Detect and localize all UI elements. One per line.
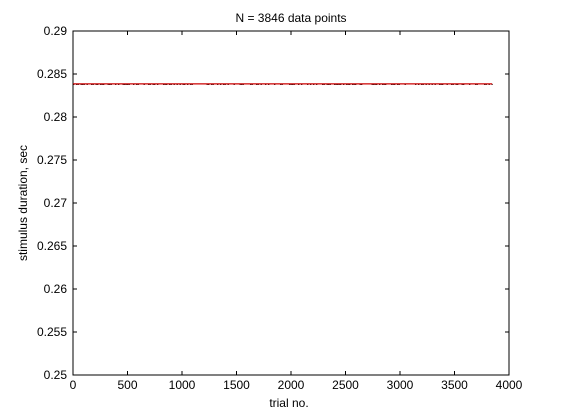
x-tick-label: 2000 <box>278 378 305 392</box>
y-tick-label: 0.29 <box>44 24 68 38</box>
x-tick-label: 3000 <box>387 378 414 392</box>
series-layer <box>73 83 493 85</box>
y-tick-label: 0.26 <box>44 282 68 296</box>
x-tick-label: 1500 <box>223 378 250 392</box>
y-tick-label: 0.28 <box>44 110 68 124</box>
x-tick-label: 3500 <box>441 378 468 392</box>
y-tick-label: 0.265 <box>37 239 67 253</box>
y-axis-label: stimulus duration, sec <box>16 145 30 261</box>
x-tick-label: 500 <box>117 378 137 392</box>
y-tick-label: 0.25 <box>44 368 68 382</box>
x-axis-ticks: 0 500 1000 1500 2000 2500 3000 3500 4000 <box>70 31 523 392</box>
plot-area <box>72 30 510 376</box>
x-axis-label: trial no. <box>269 396 308 410</box>
y-tick-label: 0.285 <box>37 67 67 81</box>
x-tick-label: 2500 <box>332 378 359 392</box>
x-tick-label: 0 <box>70 378 77 392</box>
x-tick-label: 4000 <box>496 378 523 392</box>
y-tick-label: 0.27 <box>44 196 68 210</box>
y-tick-label: 0.255 <box>37 325 67 339</box>
chart-title: N = 3846 data points <box>235 11 346 25</box>
y-tick-label: 0.275 <box>37 153 67 167</box>
y-axis-ticks: 0.25 0.255 0.26 0.265 0.27 0.275 0.28 0.285 0.29 <box>37 24 509 382</box>
x-tick-label: 1000 <box>169 378 196 392</box>
